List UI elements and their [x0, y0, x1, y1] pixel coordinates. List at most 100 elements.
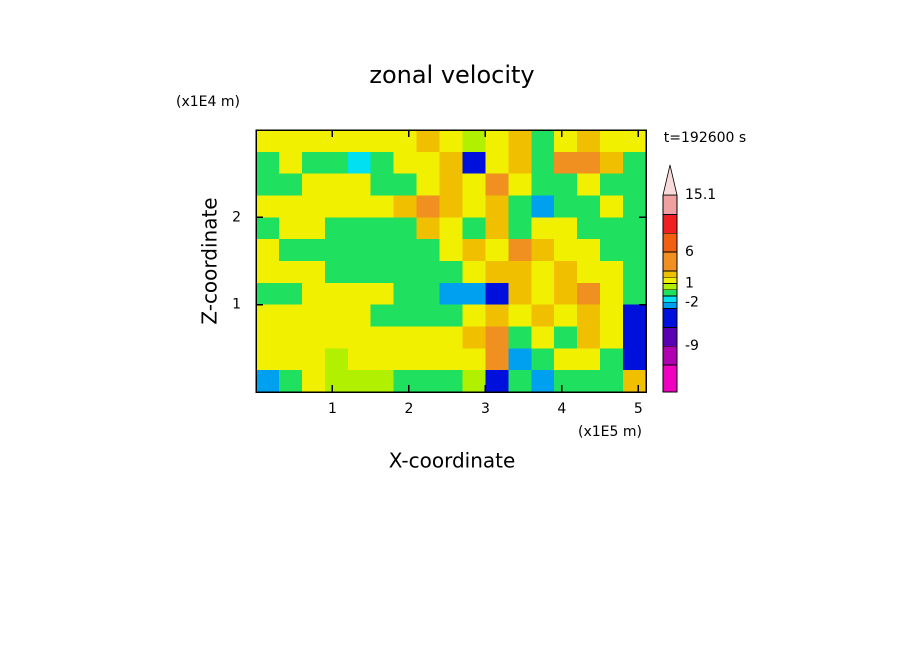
- field-cell: [416, 173, 441, 196]
- field-cell: [256, 370, 280, 392]
- field-cell: [324, 217, 349, 240]
- x-tick-label: 3: [481, 401, 490, 417]
- x-tick-label: 2: [404, 401, 413, 417]
- field-cell: [324, 304, 349, 327]
- field-cell: [256, 217, 280, 240]
- field-cell: [393, 151, 418, 175]
- field-cell: [370, 217, 395, 240]
- field-cell: [577, 195, 601, 218]
- field-cell: [439, 130, 463, 153]
- field-cell: [600, 326, 624, 349]
- field-cell: [623, 282, 646, 306]
- field-cell: [347, 282, 372, 306]
- field-cell: [577, 239, 601, 262]
- field-cell: [600, 370, 624, 392]
- field-cell: [531, 195, 555, 218]
- field-cell: [256, 304, 280, 327]
- colorbar-segment: [662, 194, 678, 215]
- field-cell: [554, 239, 578, 262]
- field-cell: [416, 195, 441, 218]
- x-tick-label: 5: [634, 401, 643, 417]
- field-cell: [393, 130, 418, 153]
- field-cell: [485, 217, 509, 240]
- field-cell: [531, 261, 555, 284]
- field-cell: [531, 326, 555, 349]
- field-cell: [393, 239, 418, 262]
- field-cell: [416, 261, 441, 284]
- field-cell: [508, 195, 532, 218]
- field-cell: [278, 261, 303, 284]
- colorbar-segment: [662, 270, 678, 278]
- field-cell: [600, 217, 624, 240]
- field-cell: [347, 173, 372, 196]
- field-cell: [256, 195, 280, 218]
- field-cell: [256, 173, 280, 196]
- field-cell: [485, 195, 509, 218]
- colorbar-segment: [662, 276, 678, 284]
- chart-title: zonal velocity: [369, 61, 534, 89]
- field-cell: [256, 326, 280, 349]
- colorbar-tick-label: 6: [685, 244, 694, 260]
- field-cell: [577, 130, 601, 153]
- field-cell: [439, 326, 463, 349]
- field-cell: [600, 261, 624, 284]
- field-cell: [416, 304, 441, 327]
- field-cell: [301, 151, 326, 175]
- colorbar-tick-label: 15.1: [685, 187, 716, 203]
- field-cell: [485, 304, 509, 327]
- field-cell: [600, 239, 624, 262]
- field-cell: [416, 130, 441, 153]
- colorbar-segment: [662, 364, 678, 393]
- field-cell: [324, 173, 349, 196]
- field-cell: [393, 261, 418, 284]
- field-cell: [439, 151, 463, 175]
- field-cell: [416, 217, 441, 240]
- colorbar-segment: [662, 308, 678, 328]
- colorbar-segment: [662, 326, 678, 347]
- field-cell: [623, 326, 646, 349]
- field-cell: [462, 261, 486, 284]
- field-cell: [554, 130, 578, 153]
- colorbar-extend: [662, 164, 678, 196]
- field-cell: [531, 370, 555, 392]
- field-cell: [623, 130, 646, 153]
- field-cell: [324, 370, 349, 392]
- field: [256, 130, 646, 392]
- x-unit: (x1E5 m): [578, 424, 642, 440]
- field-cell: [347, 151, 372, 175]
- field-cell: [324, 261, 349, 284]
- field-cell: [370, 151, 395, 175]
- field-cell: [508, 239, 532, 262]
- field-cell: [301, 195, 326, 218]
- field-cell: [462, 173, 486, 196]
- field-cell: [439, 195, 463, 218]
- field-cell: [577, 151, 601, 175]
- field-cell: [508, 326, 532, 349]
- field-cell: [462, 326, 486, 349]
- field-cell: [508, 261, 532, 284]
- colorbar-segment: [662, 289, 678, 297]
- field-cell: [577, 348, 601, 371]
- field-cell: [508, 151, 532, 175]
- field-cell: [393, 370, 418, 392]
- field-cell: [462, 370, 486, 392]
- field-cell: [439, 282, 463, 306]
- field-cell: [347, 239, 372, 262]
- field-cell: [393, 217, 418, 240]
- field-cell: [370, 130, 395, 153]
- field-cell: [393, 173, 418, 196]
- colorbar-tick-label: -2: [685, 294, 699, 310]
- field-cell: [623, 370, 646, 392]
- field-cell: [462, 348, 486, 371]
- plot-frame: [255, 129, 647, 393]
- field-cell: [370, 239, 395, 262]
- field-cell: [439, 348, 463, 371]
- field-cell: [347, 195, 372, 218]
- field-cell: [324, 195, 349, 218]
- field-cell: [301, 282, 326, 306]
- field-cell: [416, 348, 441, 371]
- field-cell: [577, 304, 601, 327]
- field-cell: [347, 370, 372, 392]
- field-cell: [485, 239, 509, 262]
